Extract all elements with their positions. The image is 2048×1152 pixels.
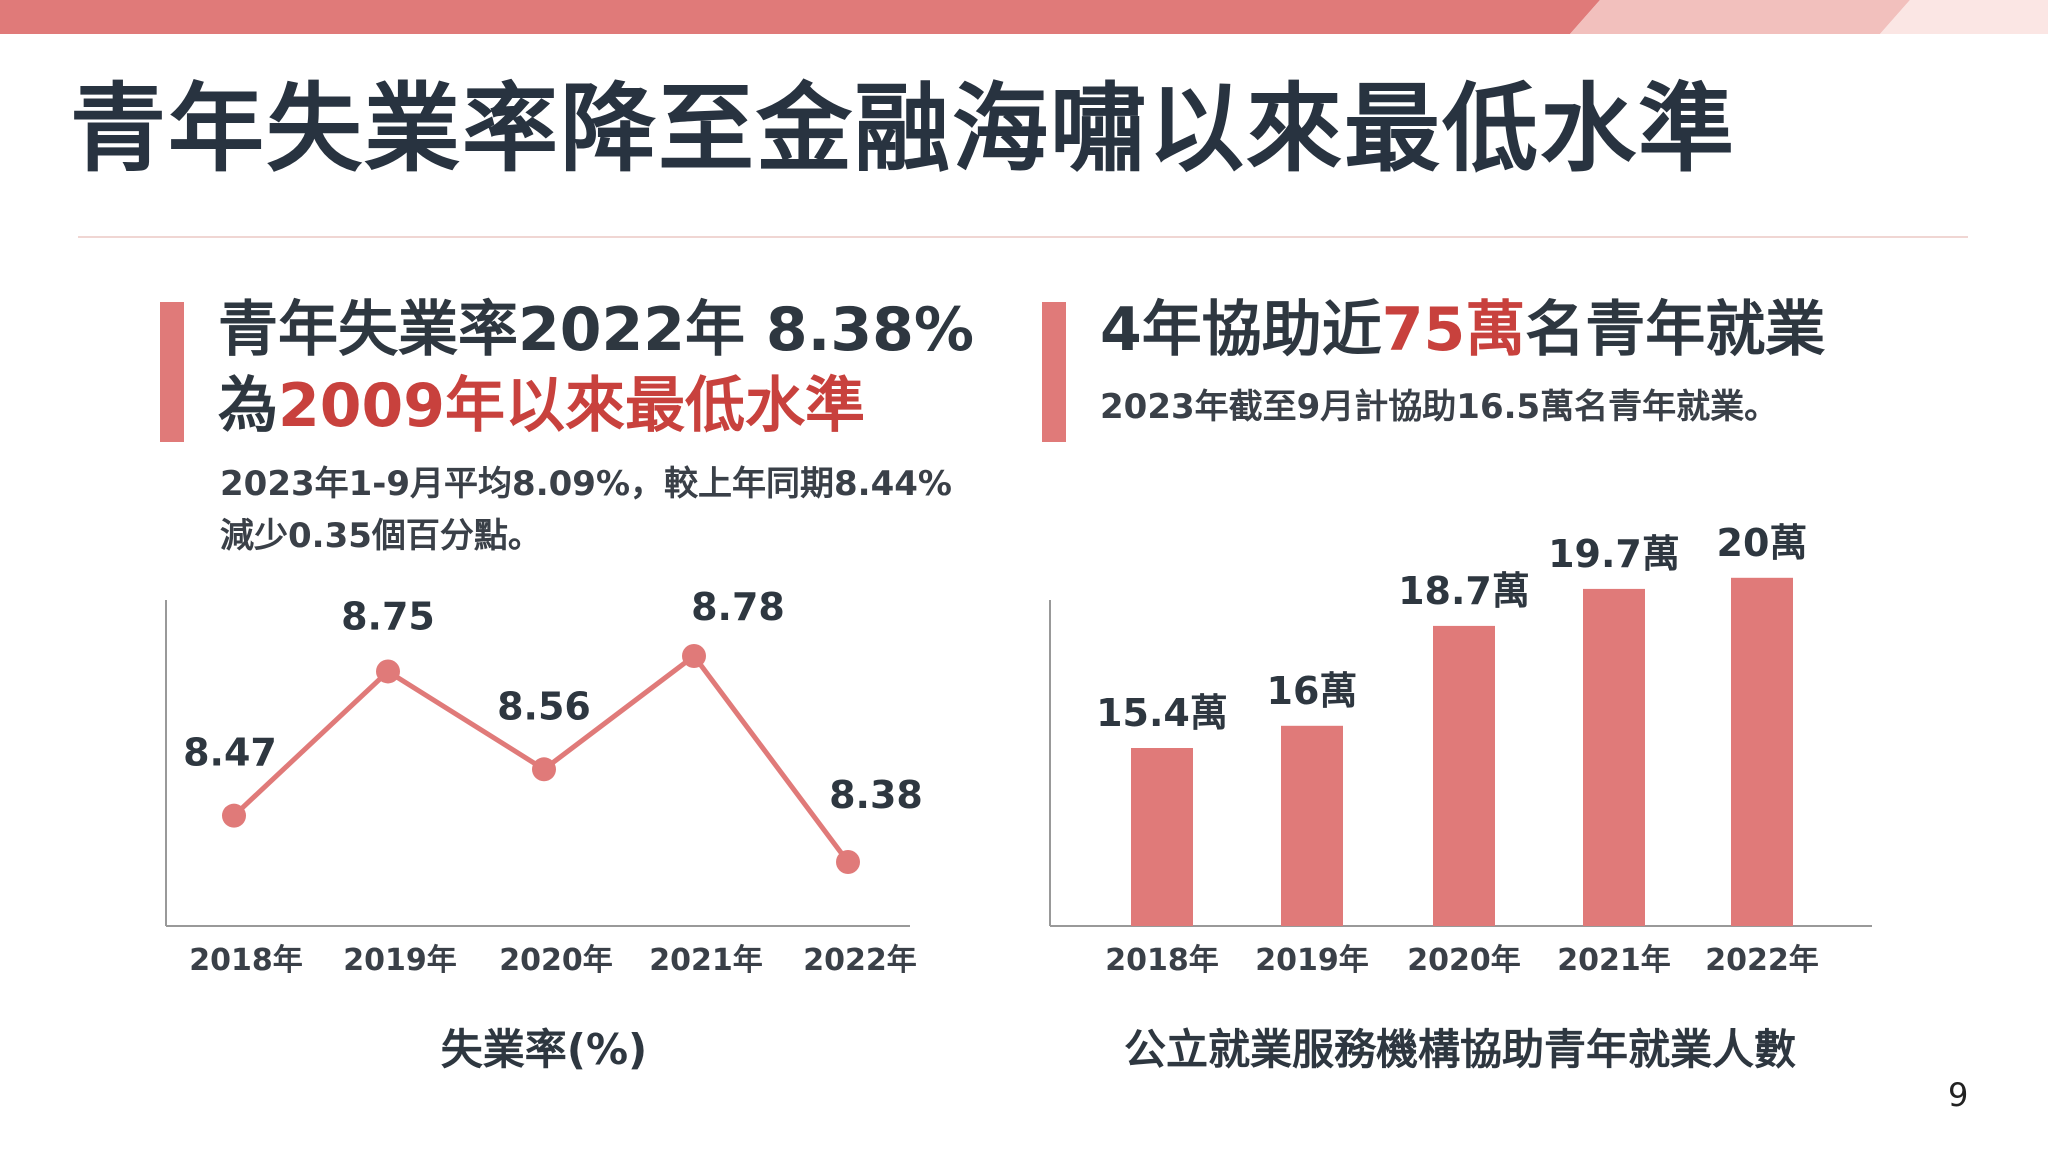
bar-x-tick-label: 2021年	[1557, 943, 1671, 978]
bar-data-label: 18.7萬	[1398, 569, 1530, 613]
bar-x-tick-label: 2020年	[1407, 943, 1521, 978]
bar-data-label: 15.4萬	[1096, 691, 1228, 735]
line-point	[376, 659, 400, 684]
left-headline-line2: 為2009年以來最低水準	[218, 368, 974, 444]
left-subtext-line1: 2023年1-9月平均8.09%，較上年同期8.44%	[220, 464, 952, 504]
bar-chart-caption: 公立就業服務機構協助青年就業人數	[1123, 1025, 1797, 1074]
line-x-tick-label: 2018年	[189, 943, 303, 978]
right-headline: 4年協助近75萬名青年就業	[1100, 292, 1825, 368]
bar-x-tick-label: 2019年	[1255, 943, 1369, 978]
line-data-label: 8.38	[829, 773, 923, 817]
left-headline: 青年失業率2022年 8.38% 為2009年以來最低水準	[218, 292, 974, 444]
left-headline-line1: 青年失業率2022年 8.38%	[218, 295, 975, 365]
left-subtext-line2: 減少0.35個百分點。	[220, 516, 542, 556]
bar-data-label: 16萬	[1267, 669, 1358, 713]
line-point	[836, 850, 860, 874]
left-subtext: 2023年1-9月平均8.09%，較上年同期8.44% 減少0.35個百分點。	[220, 458, 952, 562]
right-accent-bar	[1042, 302, 1066, 442]
line-x-tick-label: 2022年	[803, 943, 917, 978]
right-subtext: 2023年截至9月計協助16.5萬名青年就業。	[1100, 387, 1779, 427]
left-headline-highlight: 2009年以來最低水準	[278, 371, 865, 441]
bar-data-label: 20萬	[1717, 521, 1808, 565]
bar	[1131, 748, 1193, 926]
left-headline-prefix: 為	[218, 371, 278, 441]
right-headline-highlight: 75萬	[1381, 295, 1526, 365]
line-point	[682, 644, 706, 668]
right-headline-suffix: 名青年就業	[1525, 295, 1826, 365]
bar	[1281, 725, 1343, 926]
line-data-label: 8.78	[691, 585, 785, 629]
page-number: 9	[1948, 1076, 1969, 1114]
bar-data-label: 19.7萬	[1548, 532, 1680, 576]
title-divider	[78, 236, 1968, 238]
bar-x-tick-label: 2018年	[1105, 943, 1219, 978]
line-data-label: 8.47	[183, 731, 277, 775]
page-title: 青年失業率降至金融海嘯以來最低水準	[70, 73, 1736, 185]
left-accent-bar	[160, 302, 184, 442]
line-data-label: 8.75	[341, 594, 435, 638]
top-decor-bar	[0, 0, 2048, 34]
line-x-tick-label: 2020年	[499, 943, 613, 978]
line-chart-caption: 失業率(%)	[440, 1025, 648, 1074]
line-point	[222, 803, 246, 828]
right-headline-prefix: 4年協助近	[1100, 295, 1382, 365]
bar	[1433, 625, 1495, 926]
bar	[1731, 577, 1793, 926]
line-data-label: 8.56	[497, 684, 591, 728]
bar-x-tick-label: 2022年	[1705, 943, 1819, 978]
line-x-tick-label: 2021年	[649, 943, 763, 978]
line-point	[532, 757, 556, 782]
line-x-tick-label: 2019年	[343, 943, 457, 978]
bar	[1583, 588, 1645, 926]
